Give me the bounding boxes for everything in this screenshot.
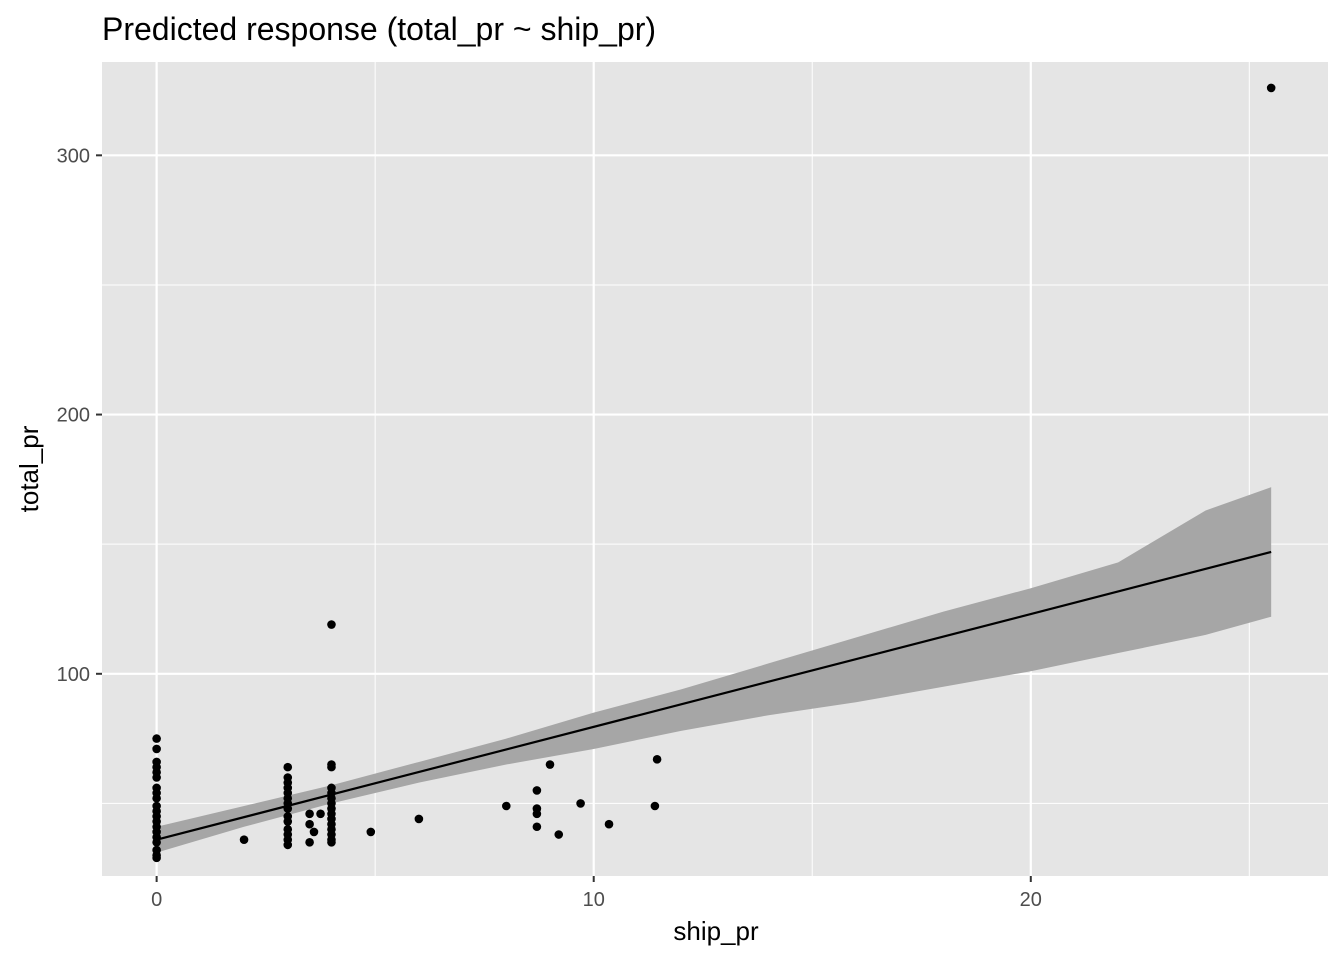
major-gridlines xyxy=(102,62,1328,876)
data-point xyxy=(554,830,564,839)
data-point xyxy=(414,814,424,824)
data-point xyxy=(366,827,376,837)
data-point xyxy=(316,809,325,819)
data-point xyxy=(283,840,293,850)
y-tick-label: 300 xyxy=(57,145,90,167)
data-point xyxy=(152,853,161,863)
y-axis: 100 200 300 xyxy=(57,145,102,686)
data-point xyxy=(532,786,542,795)
data-point xyxy=(305,819,314,829)
y-tick-label: 200 xyxy=(57,405,90,427)
chart-title: Predicted response (total_pr ~ ship_pr) xyxy=(102,11,656,47)
data-point xyxy=(650,801,660,811)
data-point xyxy=(327,762,336,772)
data-point xyxy=(305,809,314,819)
data-point xyxy=(309,827,319,837)
data-point xyxy=(283,762,293,772)
data-point xyxy=(327,620,336,629)
data-point xyxy=(502,801,511,811)
data-point xyxy=(283,817,293,826)
plot-panel xyxy=(102,62,1328,876)
data-point xyxy=(1266,83,1276,93)
points-layer xyxy=(152,83,1276,863)
confidence-band-layer xyxy=(156,487,1272,853)
data-point xyxy=(576,799,585,808)
data-point xyxy=(152,793,161,803)
data-point xyxy=(545,760,555,769)
fit-line xyxy=(156,550,1272,841)
data-point xyxy=(532,809,542,819)
data-point xyxy=(604,819,614,829)
data-point xyxy=(283,804,293,813)
data-point xyxy=(532,822,542,832)
x-tick-label: 10 xyxy=(583,889,605,911)
confidence-band xyxy=(156,487,1272,853)
data-point xyxy=(239,835,249,845)
x-axis-title: ship_pr xyxy=(673,916,759,946)
data-point xyxy=(652,755,662,764)
data-point xyxy=(152,734,161,743)
x-axis: 0 10 20 xyxy=(151,876,1042,911)
data-point xyxy=(327,838,336,847)
data-point xyxy=(305,838,314,847)
data-point xyxy=(152,773,161,782)
data-point xyxy=(152,838,161,847)
x-tick-label: 20 xyxy=(1020,889,1042,911)
x-tick-label: 0 xyxy=(151,889,162,911)
fit-line-layer xyxy=(156,550,1272,841)
data-point xyxy=(152,744,161,754)
y-axis-title: total_pr xyxy=(14,425,44,512)
y-tick-label: 100 xyxy=(57,664,90,686)
